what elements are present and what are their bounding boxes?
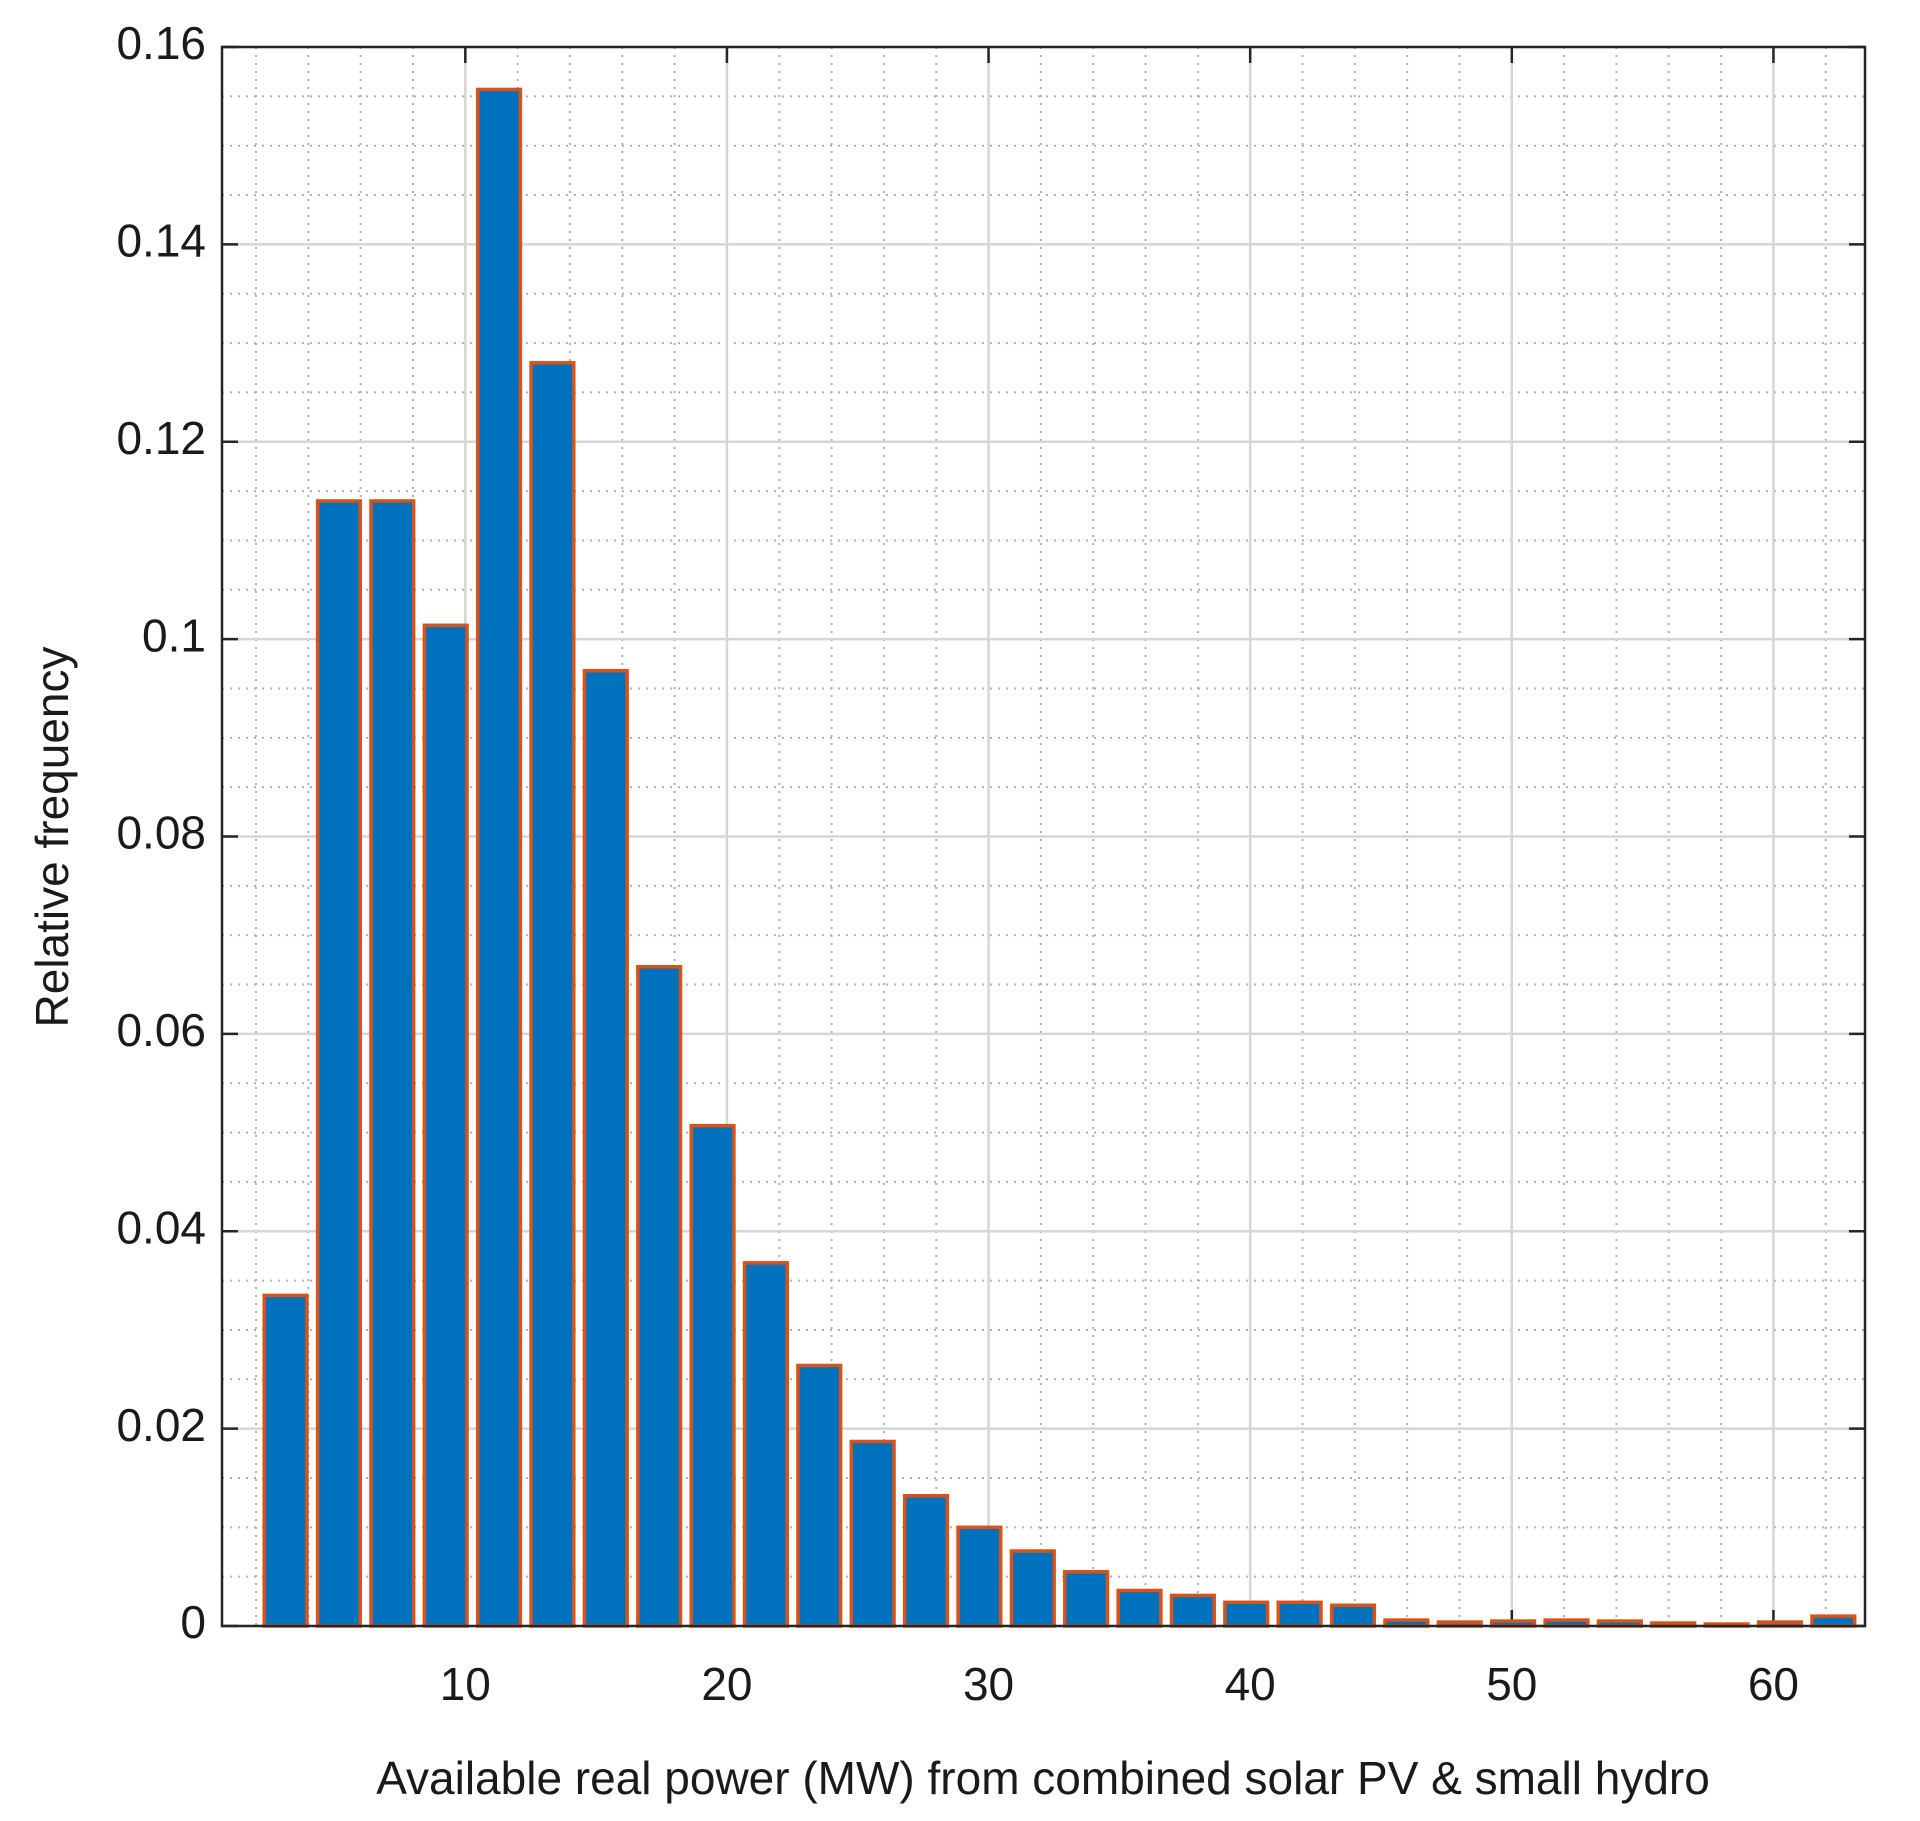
bar — [1116, 1588, 1163, 1628]
bar — [582, 668, 629, 1628]
bar — [849, 1439, 896, 1628]
y-tick-label: 0.14 — [116, 215, 206, 267]
bar — [262, 1293, 309, 1628]
x-tick-label: 60 — [1748, 1658, 1799, 1710]
y-tick-label: 0.08 — [116, 807, 206, 859]
bar — [1223, 1600, 1270, 1628]
bar — [1009, 1549, 1056, 1628]
bar — [956, 1525, 1003, 1628]
y-tick-label: 0.1 — [142, 609, 206, 661]
axes-box — [220, 45, 1867, 1628]
y-tick-label: 0.06 — [116, 1004, 206, 1056]
bar — [1810, 1614, 1857, 1628]
x-tick-label: 40 — [1225, 1658, 1276, 1710]
y-tick-label: 0.16 — [116, 17, 206, 69]
bar — [422, 623, 469, 1628]
bar — [1063, 1569, 1110, 1628]
x-tick-label: 10 — [440, 1658, 491, 1710]
bar — [475, 87, 523, 1628]
bar — [1169, 1593, 1216, 1628]
y-tick-label: 0 — [180, 1596, 206, 1648]
y-tick-label: 0.12 — [116, 412, 206, 464]
bar — [315, 499, 363, 1628]
x-tick-label: 50 — [1486, 1658, 1537, 1710]
x-axis-label: Available real power (MW) from combined … — [376, 1752, 1710, 1804]
x-tick-label: 30 — [963, 1658, 1014, 1710]
bar — [1329, 1603, 1377, 1628]
bar — [902, 1493, 950, 1628]
bar — [369, 499, 416, 1628]
bar — [796, 1363, 843, 1628]
y-tick-label: 0.04 — [116, 1201, 206, 1253]
y-tick-label: 0.02 — [116, 1399, 206, 1451]
y-axis-label: Relative frequency — [26, 647, 78, 1028]
bar — [636, 965, 683, 1628]
bar — [1276, 1600, 1323, 1628]
x-tick-label: 20 — [701, 1658, 752, 1710]
bar — [742, 1261, 790, 1628]
bar — [529, 361, 576, 1628]
bar — [689, 1123, 736, 1628]
